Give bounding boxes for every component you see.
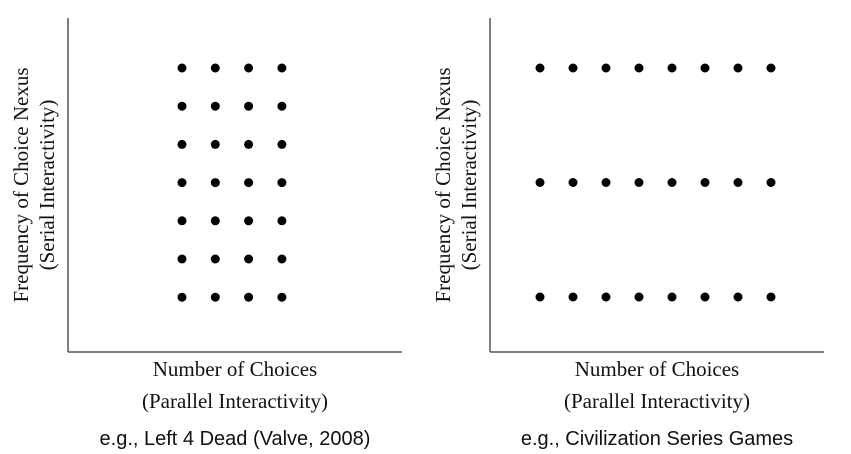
dot <box>177 254 187 264</box>
panel-right: Frequency of Choice Nexus (Serial Intera… <box>431 18 824 450</box>
caption: e.g., Left 4 Dead (Valve, 2008) <box>100 428 371 450</box>
dot-grid <box>177 63 287 302</box>
dot <box>177 101 187 111</box>
dot <box>177 178 187 188</box>
dot <box>177 292 187 302</box>
y-label: Frequency of Choice Nexus <box>431 67 455 302</box>
dot <box>277 292 287 302</box>
dot <box>535 178 545 187</box>
dot <box>766 63 776 73</box>
dot <box>210 178 220 188</box>
x-label: Number of Choices <box>575 357 739 381</box>
dot-grid <box>535 63 776 302</box>
dot <box>177 139 187 149</box>
dot <box>601 292 611 302</box>
dot <box>634 178 644 187</box>
dot <box>733 63 743 73</box>
dot <box>244 216 254 226</box>
dot <box>210 101 220 111</box>
dot <box>277 254 287 264</box>
dot <box>667 292 677 302</box>
dot <box>700 178 710 187</box>
dot <box>634 63 644 73</box>
caption: e.g., Civilization Series Games <box>521 428 793 450</box>
dot <box>210 254 220 264</box>
dot <box>177 63 187 73</box>
dot <box>277 101 287 111</box>
dot <box>244 101 254 111</box>
dot <box>277 139 287 149</box>
dot <box>733 178 743 187</box>
dot <box>568 178 578 187</box>
dot <box>210 292 220 302</box>
x-label: Number of Choices <box>153 357 317 381</box>
dot <box>244 139 254 149</box>
y-label: Frequency of Choice Nexus <box>9 67 33 302</box>
dot <box>277 63 287 73</box>
dot <box>277 216 287 226</box>
dot <box>210 216 220 226</box>
dot <box>568 63 578 73</box>
dot <box>535 63 545 73</box>
dot <box>601 63 611 73</box>
dot <box>244 63 254 73</box>
dot <box>667 178 677 187</box>
dot <box>244 254 254 264</box>
dot <box>244 178 254 188</box>
dot <box>277 178 287 188</box>
dot <box>766 178 776 187</box>
dot <box>210 139 220 149</box>
dot <box>700 63 710 73</box>
dot <box>766 292 776 302</box>
dot <box>535 292 545 302</box>
dot <box>700 292 710 302</box>
x-label: (Parallel Interactivity) <box>142 389 328 413</box>
dot <box>733 292 743 302</box>
x-label: (Parallel Interactivity) <box>564 389 750 413</box>
dot <box>667 63 677 73</box>
dot <box>210 63 220 73</box>
panel-left: Frequency of Choice Nexus (Serial Intera… <box>9 18 402 450</box>
y-label: (Serial Interactivity) <box>35 100 59 271</box>
dot <box>568 292 578 302</box>
y-label: (Serial Interactivity) <box>457 100 481 271</box>
dot <box>601 178 611 187</box>
dot <box>244 292 254 302</box>
dot <box>177 216 187 226</box>
dot <box>634 292 644 302</box>
